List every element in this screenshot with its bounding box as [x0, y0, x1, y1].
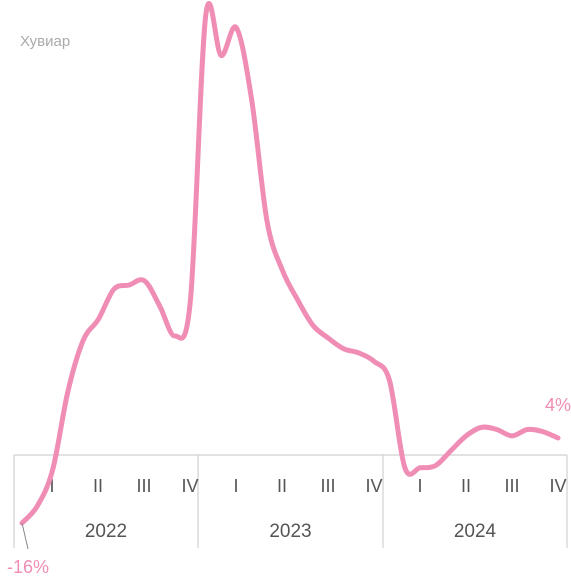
quarter-label: III: [320, 476, 335, 496]
quarter-label: I: [233, 476, 238, 496]
quarter-label: III: [504, 476, 519, 496]
year-label: 2024: [454, 521, 497, 542]
data-label: 4%: [545, 395, 571, 415]
quarter-label: IV: [181, 476, 198, 496]
label-leader: [21, 522, 29, 550]
line: [19, 1, 561, 526]
quarter-label: IV: [549, 476, 566, 496]
quarter-label: I: [49, 476, 54, 496]
quarter-label: II: [93, 476, 103, 496]
year-label: 2023: [269, 521, 311, 542]
data-label: -16%: [7, 557, 49, 576]
quarter-label: II: [461, 476, 471, 496]
y-axis-label: Хувиар: [20, 33, 70, 50]
quarter-label: I: [417, 476, 422, 496]
year-label: 2022: [85, 521, 127, 542]
quarter-label: II: [277, 476, 287, 496]
quarter-label: III: [136, 476, 151, 496]
x-axis-table: [13, 454, 568, 548]
quarter-label: IV: [365, 476, 382, 496]
